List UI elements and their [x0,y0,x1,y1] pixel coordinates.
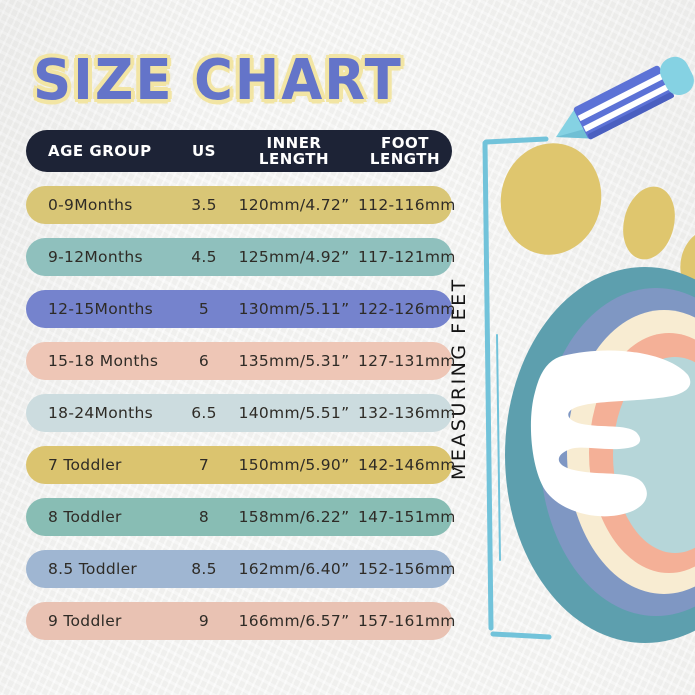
us-size-cell: 8.5 [191,560,217,578]
inner-length-cell: 140mm/5.51” [238,404,350,422]
size-table-body: 0-9Months 3.5 120mm/4.72” 112-116mm 9-12… [26,186,456,640]
table-row: 8.5 Toddler 8.5 162mm/6.40” 152-156mm [26,550,456,588]
inner-length-cell: 166mm/6.57” [238,612,350,630]
foot-length-cell: 142-146mm [358,456,456,474]
us-size-cell: 4.5 [191,248,217,266]
header-inner-length: INNER LENGTH [258,133,330,168]
age-group-cell: 8 Toddler [48,508,122,526]
foot-icon [500,143,695,643]
age-group-cell: 12-15Months [48,300,153,318]
table-row: 9-12Months 4.5 125mm/4.92” 117-121mm [26,238,456,276]
foot-length-cell: 127-131mm [358,352,456,370]
size-table: AGE GROUP US INNER LENGTH FOOT LENGTH 0-… [26,130,456,640]
inner-length-cell: 150mm/5.90” [238,456,350,474]
foot-length-cell: 152-156mm [358,560,456,578]
footprint-shape [530,350,691,517]
age-group-cell: 9-12Months [48,248,143,266]
table-row: 0-9Months 3.5 120mm/4.72” 112-116mm [26,186,456,224]
foot-length-cell: 122-126mm [358,300,456,318]
inner-length-cell: 125mm/4.92” [238,248,350,266]
age-group-cell: 0-9Months [48,196,133,214]
us-size-cell: 9 [198,612,210,630]
table-row: 18-24Months 6.5 140mm/5.51” 132-136mm [26,394,456,432]
table-row: 15-18 Months 6 135mm/5.31” 127-131mm [26,342,456,380]
table-header-row: AGE GROUP US INNER LENGTH FOOT LENGTH [26,130,452,172]
age-group-cell: 18-24Months [48,404,153,422]
foot-length-cell: 157-161mm [358,612,456,630]
foot-length-cell: 112-116mm [358,196,456,214]
header-age-group: AGE GROUP [48,142,152,160]
age-group-cell: 8.5 Toddler [48,560,138,578]
header-us-size: US [192,142,216,160]
foot-length-cell: 117-121mm [358,248,456,266]
us-size-cell: 6.5 [191,404,217,422]
inner-length-cell: 130mm/5.11” [238,300,350,318]
inner-length-cell: 135mm/5.31” [238,352,350,370]
us-size-cell: 7 [198,456,210,474]
age-group-cell: 7 Toddler [48,456,122,474]
inner-length-cell: 120mm/4.72” [238,196,350,214]
table-row: 12-15Months 5 130mm/5.11” 122-126mm [26,290,456,328]
page-title: SIZE CHART [33,48,403,113]
measuring-bracket [482,136,552,640]
foot-length-cell: 147-151mm [358,508,456,526]
inner-length-cell: 162mm/6.40” [238,560,350,578]
table-row: 7 Toddler 7 150mm/5.90” 142-146mm [26,446,456,484]
foot-length-cell: 132-136mm [358,404,456,422]
table-row: 8 Toddler 8 158mm/6.22” 147-151mm [26,498,456,536]
us-size-cell: 5 [198,300,210,318]
pencil-icon [556,56,694,140]
age-group-cell: 15-18 Months [48,352,159,370]
us-size-cell: 8 [198,508,210,526]
age-group-cell: 9 Toddler [48,612,122,630]
table-row: 9 Toddler 9 166mm/6.57” 157-161mm [26,602,456,640]
us-size-cell: 6 [198,352,210,370]
header-foot-length: FOOT LENGTH [369,133,441,168]
inner-length-cell: 158mm/6.22” [238,508,350,526]
us-size-cell: 3.5 [191,196,217,214]
